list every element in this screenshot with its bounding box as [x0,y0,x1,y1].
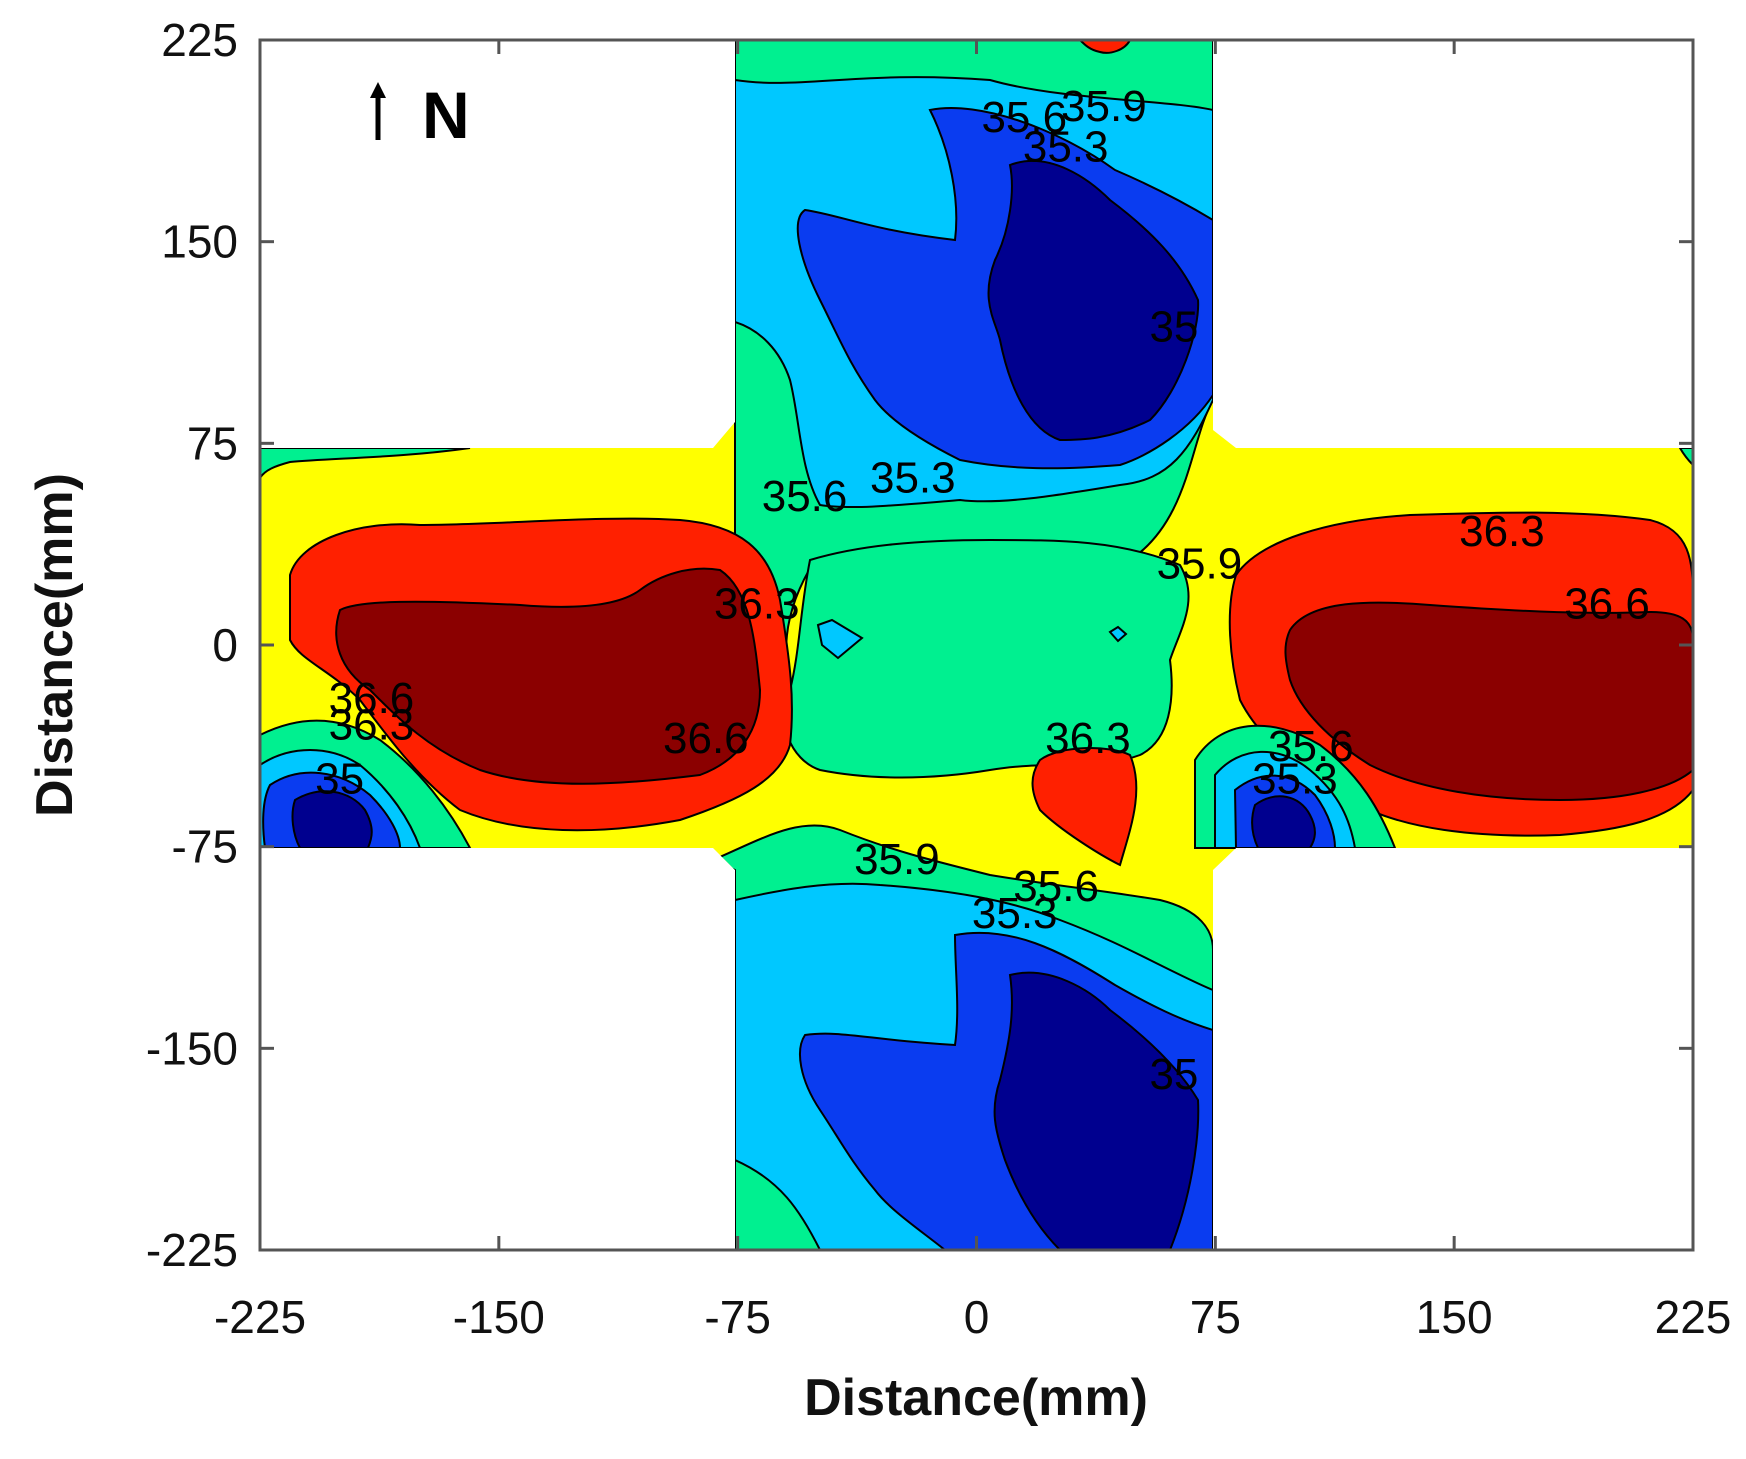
x-tick-labels: -225 -150 -75 0 75 150 225 [214,1291,1731,1343]
y-tick-label: -150 [146,1022,238,1074]
y-tick-label: 150 [161,216,238,268]
y-tick-label: 75 [187,417,238,469]
y-tick-label: 225 [161,14,238,66]
contour-label: 36.6 [1564,580,1650,629]
contour-label: 35.3 [1252,754,1338,803]
center-35.3-35.6-small [816,618,864,660]
west-35.6-35.9-top [260,447,471,482]
contour-fill [260,40,1693,1250]
x-axis-title: Distance(mm) [804,1369,1148,1427]
contour-label: 36.3 [1459,507,1545,556]
y-tick-label: -75 [172,821,238,873]
north-arrow-head-icon [370,82,386,98]
contour-label: 35.3 [972,889,1058,938]
y-axis-title: Distance(mm) [26,473,84,817]
contour-label: 35.6 [1013,862,1099,911]
x-tick-label: 150 [1416,1291,1493,1343]
contour-label: 35 [1149,303,1198,352]
contour-label: 36.3 [714,580,800,629]
west-below-35 [291,790,373,849]
south-arm-below-35 [993,971,1200,1250]
north-arm-below-35 [987,159,1200,442]
contour-label: 35.9 [1061,82,1147,131]
contour-label: 35.3 [870,453,956,502]
contour-label: 35 [1149,1050,1198,1099]
contour-label: 36.6 [663,714,749,763]
x-tick-label: 225 [1655,1291,1732,1343]
east-above-36.6 [1284,601,1693,802]
contour-label: 35.9 [1157,539,1243,588]
contour-label: 35.6 [1268,722,1354,771]
west-above-36.6 [335,567,762,785]
north-arm-36.3-36.6 [1077,40,1132,54]
x-tick-label: -225 [214,1291,306,1343]
north-indicator: N [370,78,470,152]
contour-label: 35.3 [1023,123,1109,172]
y-tick-label: -225 [146,1224,238,1276]
east-below-35 [1251,795,1316,849]
east-35.6-35.9-corner [1678,447,1693,468]
contour-label: 35.9 [854,835,940,884]
axis-ticks [258,38,1695,1252]
contour-label: 36.3 [329,701,415,750]
y-tick-label: 0 [212,619,238,671]
x-tick-label: -150 [453,1291,545,1343]
y-tick-labels: -225 -150 -75 0 75 150 225 [146,14,238,1276]
contour-label: 36.3 [1045,714,1131,763]
contour-label: 35.6 [762,472,848,521]
north-label: N [422,78,470,152]
x-tick-label: 0 [964,1291,990,1343]
center-35.3-35.6-tiny [1108,625,1128,643]
x-tick-label: 75 [1190,1291,1241,1343]
contour-label: 35.6 [981,93,1067,142]
contour-label: 35 [315,754,364,803]
x-tick-label: -75 [704,1291,770,1343]
center-south-36.3-36.6 [1031,747,1138,867]
contour-label: 36.6 [329,674,415,723]
